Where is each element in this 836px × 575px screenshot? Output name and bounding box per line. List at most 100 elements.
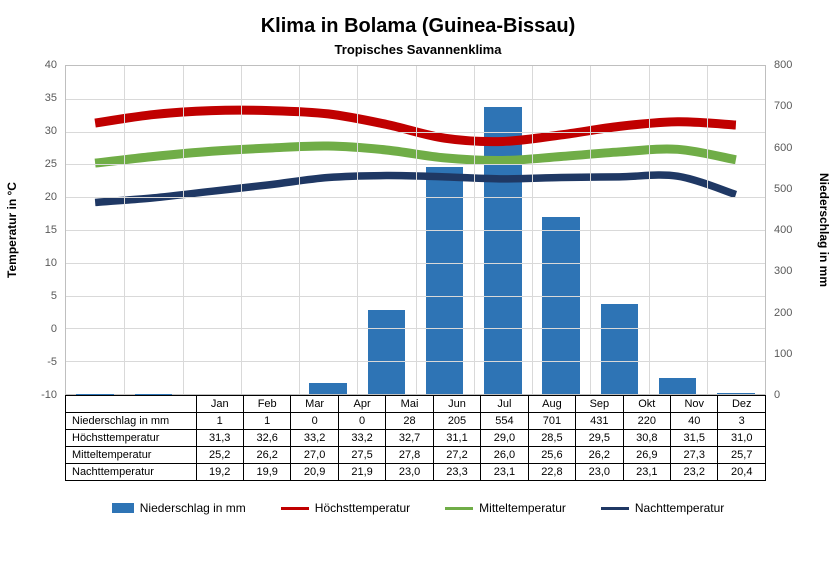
table-cell: 27,2 [433,447,480,464]
y-axis-label-left: Temperatur in °C [5,182,19,278]
ytick-right: 400 [774,224,792,236]
table-cell: 29,0 [481,430,528,447]
table-cell: 23,1 [481,464,528,481]
legend-label: Mitteltemperatur [479,501,566,515]
gridline-v [590,66,591,394]
ytick-right: 800 [774,59,792,71]
chart-title: Klima in Bolama (Guinea-Bissau) [20,15,816,38]
table-cell: 25,7 [718,447,766,464]
plot-area: Temperatur in °C -10-50510152025303540 0… [20,65,816,395]
chart-subtitle: Tropisches Savannenklima [20,42,816,57]
table-cell: 220 [623,413,670,430]
table-cell: 27,8 [386,447,433,464]
table-cell: 32,7 [386,430,433,447]
table-corner [66,396,196,413]
table-cell: 205 [433,413,480,430]
ytick-left: 25 [45,158,57,170]
ytick-left: 0 [51,323,57,335]
table-cell: 27,3 [671,447,718,464]
table-cell: 28 [386,413,433,430]
ytick-left: -5 [47,356,57,368]
table-cell: 19,9 [243,464,290,481]
legend-label: Nachttemperatur [635,501,724,515]
table-cell: 33,2 [291,430,338,447]
row-header: Niederschlag in mm [66,413,196,430]
legend-swatch [445,507,473,510]
ytick-left: 10 [45,257,57,269]
table-cell: 701 [528,413,575,430]
table-cell: 31,3 [196,430,243,447]
y-axis-right: 0100200300400500600700800 [766,65,816,395]
month-header: Jul [481,396,528,413]
month-header: Apr [338,396,385,413]
table-cell: 26,9 [623,447,670,464]
month-header: Mai [386,396,433,413]
ytick-right: 0 [774,389,780,401]
ytick-left: 35 [45,92,57,104]
row-header: Nachttemperatur [66,464,196,481]
gridline-v [416,66,417,394]
ytick-right: 600 [774,142,792,154]
table-cell: 23,2 [671,464,718,481]
table-cell: 21,9 [338,464,385,481]
table-cell: 554 [481,413,528,430]
table-cell: 26,0 [481,447,528,464]
table-cell: 25,2 [196,447,243,464]
gridline-v [124,66,125,394]
ytick-left: 40 [45,59,57,71]
ytick-right: 500 [774,183,792,195]
gridline-v [299,66,300,394]
table-cell: 1 [243,413,290,430]
month-header: Jan [196,396,243,413]
gridline-v [474,66,475,394]
table-cell: 20,4 [718,464,766,481]
row-header: Mitteltemperatur [66,447,196,464]
ytick-left: 30 [45,125,57,137]
table-cell: 3 [718,413,766,430]
table-cell: 26,2 [576,447,623,464]
gridline-v [241,66,242,394]
legend: Niederschlag in mm Höchsttemperatur Mittel… [20,501,816,515]
table-cell: 26,2 [243,447,290,464]
table-cell: 20,9 [291,464,338,481]
legend-label: Höchsttemperatur [315,501,410,515]
table-cell: 0 [291,413,338,430]
legend-swatch [112,503,134,513]
table-cell: 31,5 [671,430,718,447]
table-cell: 23,0 [386,464,433,481]
month-header: Feb [243,396,290,413]
table-cell: 28,5 [528,430,575,447]
climate-chart: Klima in Bolama (Guinea-Bissau) Tropisch… [0,0,836,575]
table-cell: 19,2 [196,464,243,481]
legend-item: Niederschlag in mm [112,501,246,515]
table-cell: 1 [196,413,243,430]
y-axis-label-right: Niederschlag in mm [817,173,831,287]
month-header: Dez [718,396,766,413]
month-header: Okt [623,396,670,413]
table-cell: 31,0 [718,430,766,447]
table-cell: 0 [338,413,385,430]
legend-item: Höchsttemperatur [281,501,410,515]
legend-item: Nachttemperatur [601,501,724,515]
month-header: Sep [576,396,623,413]
table-cell: 431 [576,413,623,430]
table-cell: 32,6 [243,430,290,447]
gridline-v [183,66,184,394]
plot [65,65,766,395]
data-table: JanFebMarAprMaiJunJulAugSepOktNovDezNied… [66,396,766,481]
table-cell: 33,2 [338,430,385,447]
ytick-right: 300 [774,265,792,277]
ytick-right: 100 [774,348,792,360]
legend-label: Niederschlag in mm [140,501,246,515]
gridline-v [357,66,358,394]
table-cell: 27,5 [338,447,385,464]
legend-swatch [281,507,309,510]
table-cell: 27,0 [291,447,338,464]
ytick-left: 20 [45,191,57,203]
ytick-right: 200 [774,307,792,319]
ytick-left: 5 [51,290,57,302]
month-header: Nov [671,396,718,413]
table-cell: 23,1 [623,464,670,481]
data-table-wrap: JanFebMarAprMaiJunJulAugSepOktNovDezNied… [65,395,766,481]
table-cell: 25,6 [528,447,575,464]
